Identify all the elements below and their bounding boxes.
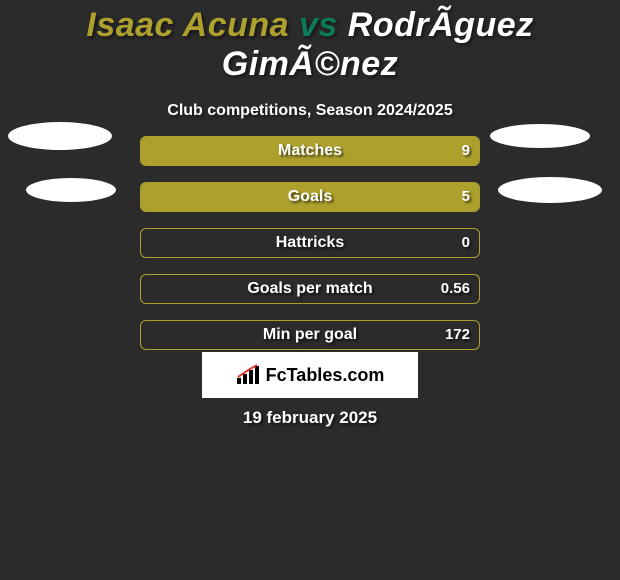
decorative-ellipse: [26, 178, 116, 202]
stat-value: 0: [462, 228, 470, 258]
stat-value: 5: [462, 182, 470, 212]
logo-box: FcTables.com: [202, 352, 418, 398]
stat-label: Matches: [140, 136, 480, 166]
comparison-title: Isaac Acuna vs RodrÃ­guez GimÃ©nez: [0, 0, 620, 84]
stat-label: Goals: [140, 182, 480, 212]
date-text: 19 february 2025: [0, 408, 620, 428]
stat-row: Goals per match0.56: [0, 274, 620, 304]
stat-value: 172: [445, 320, 470, 350]
stat-row: Hattricks0: [0, 228, 620, 258]
decorative-ellipse: [490, 124, 590, 148]
logo-text: FcTables.com: [266, 365, 385, 386]
player1-name: Isaac Acuna: [86, 6, 289, 44]
subtitle: Club competitions, Season 2024/2025: [0, 102, 620, 120]
decorative-ellipse: [8, 122, 112, 150]
stat-label: Min per goal: [140, 320, 480, 350]
stats-container: Matches9Goals5Hattricks0Goals per match0…: [0, 136, 620, 350]
stat-row: Min per goal172: [0, 320, 620, 350]
stat-value: 9: [462, 136, 470, 166]
decorative-ellipse: [498, 177, 602, 203]
vs-word: vs: [299, 6, 338, 44]
stat-value: 0.56: [441, 274, 470, 304]
bars-icon: [236, 364, 262, 386]
stat-label: Hattricks: [140, 228, 480, 258]
stat-label: Goals per match: [140, 274, 480, 304]
logo: FcTables.com: [236, 364, 385, 386]
